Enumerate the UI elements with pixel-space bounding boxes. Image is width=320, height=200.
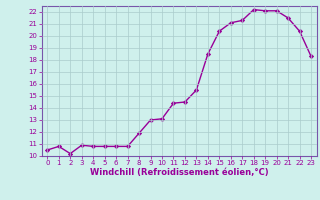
X-axis label: Windchill (Refroidissement éolien,°C): Windchill (Refroidissement éolien,°C) (90, 168, 268, 177)
